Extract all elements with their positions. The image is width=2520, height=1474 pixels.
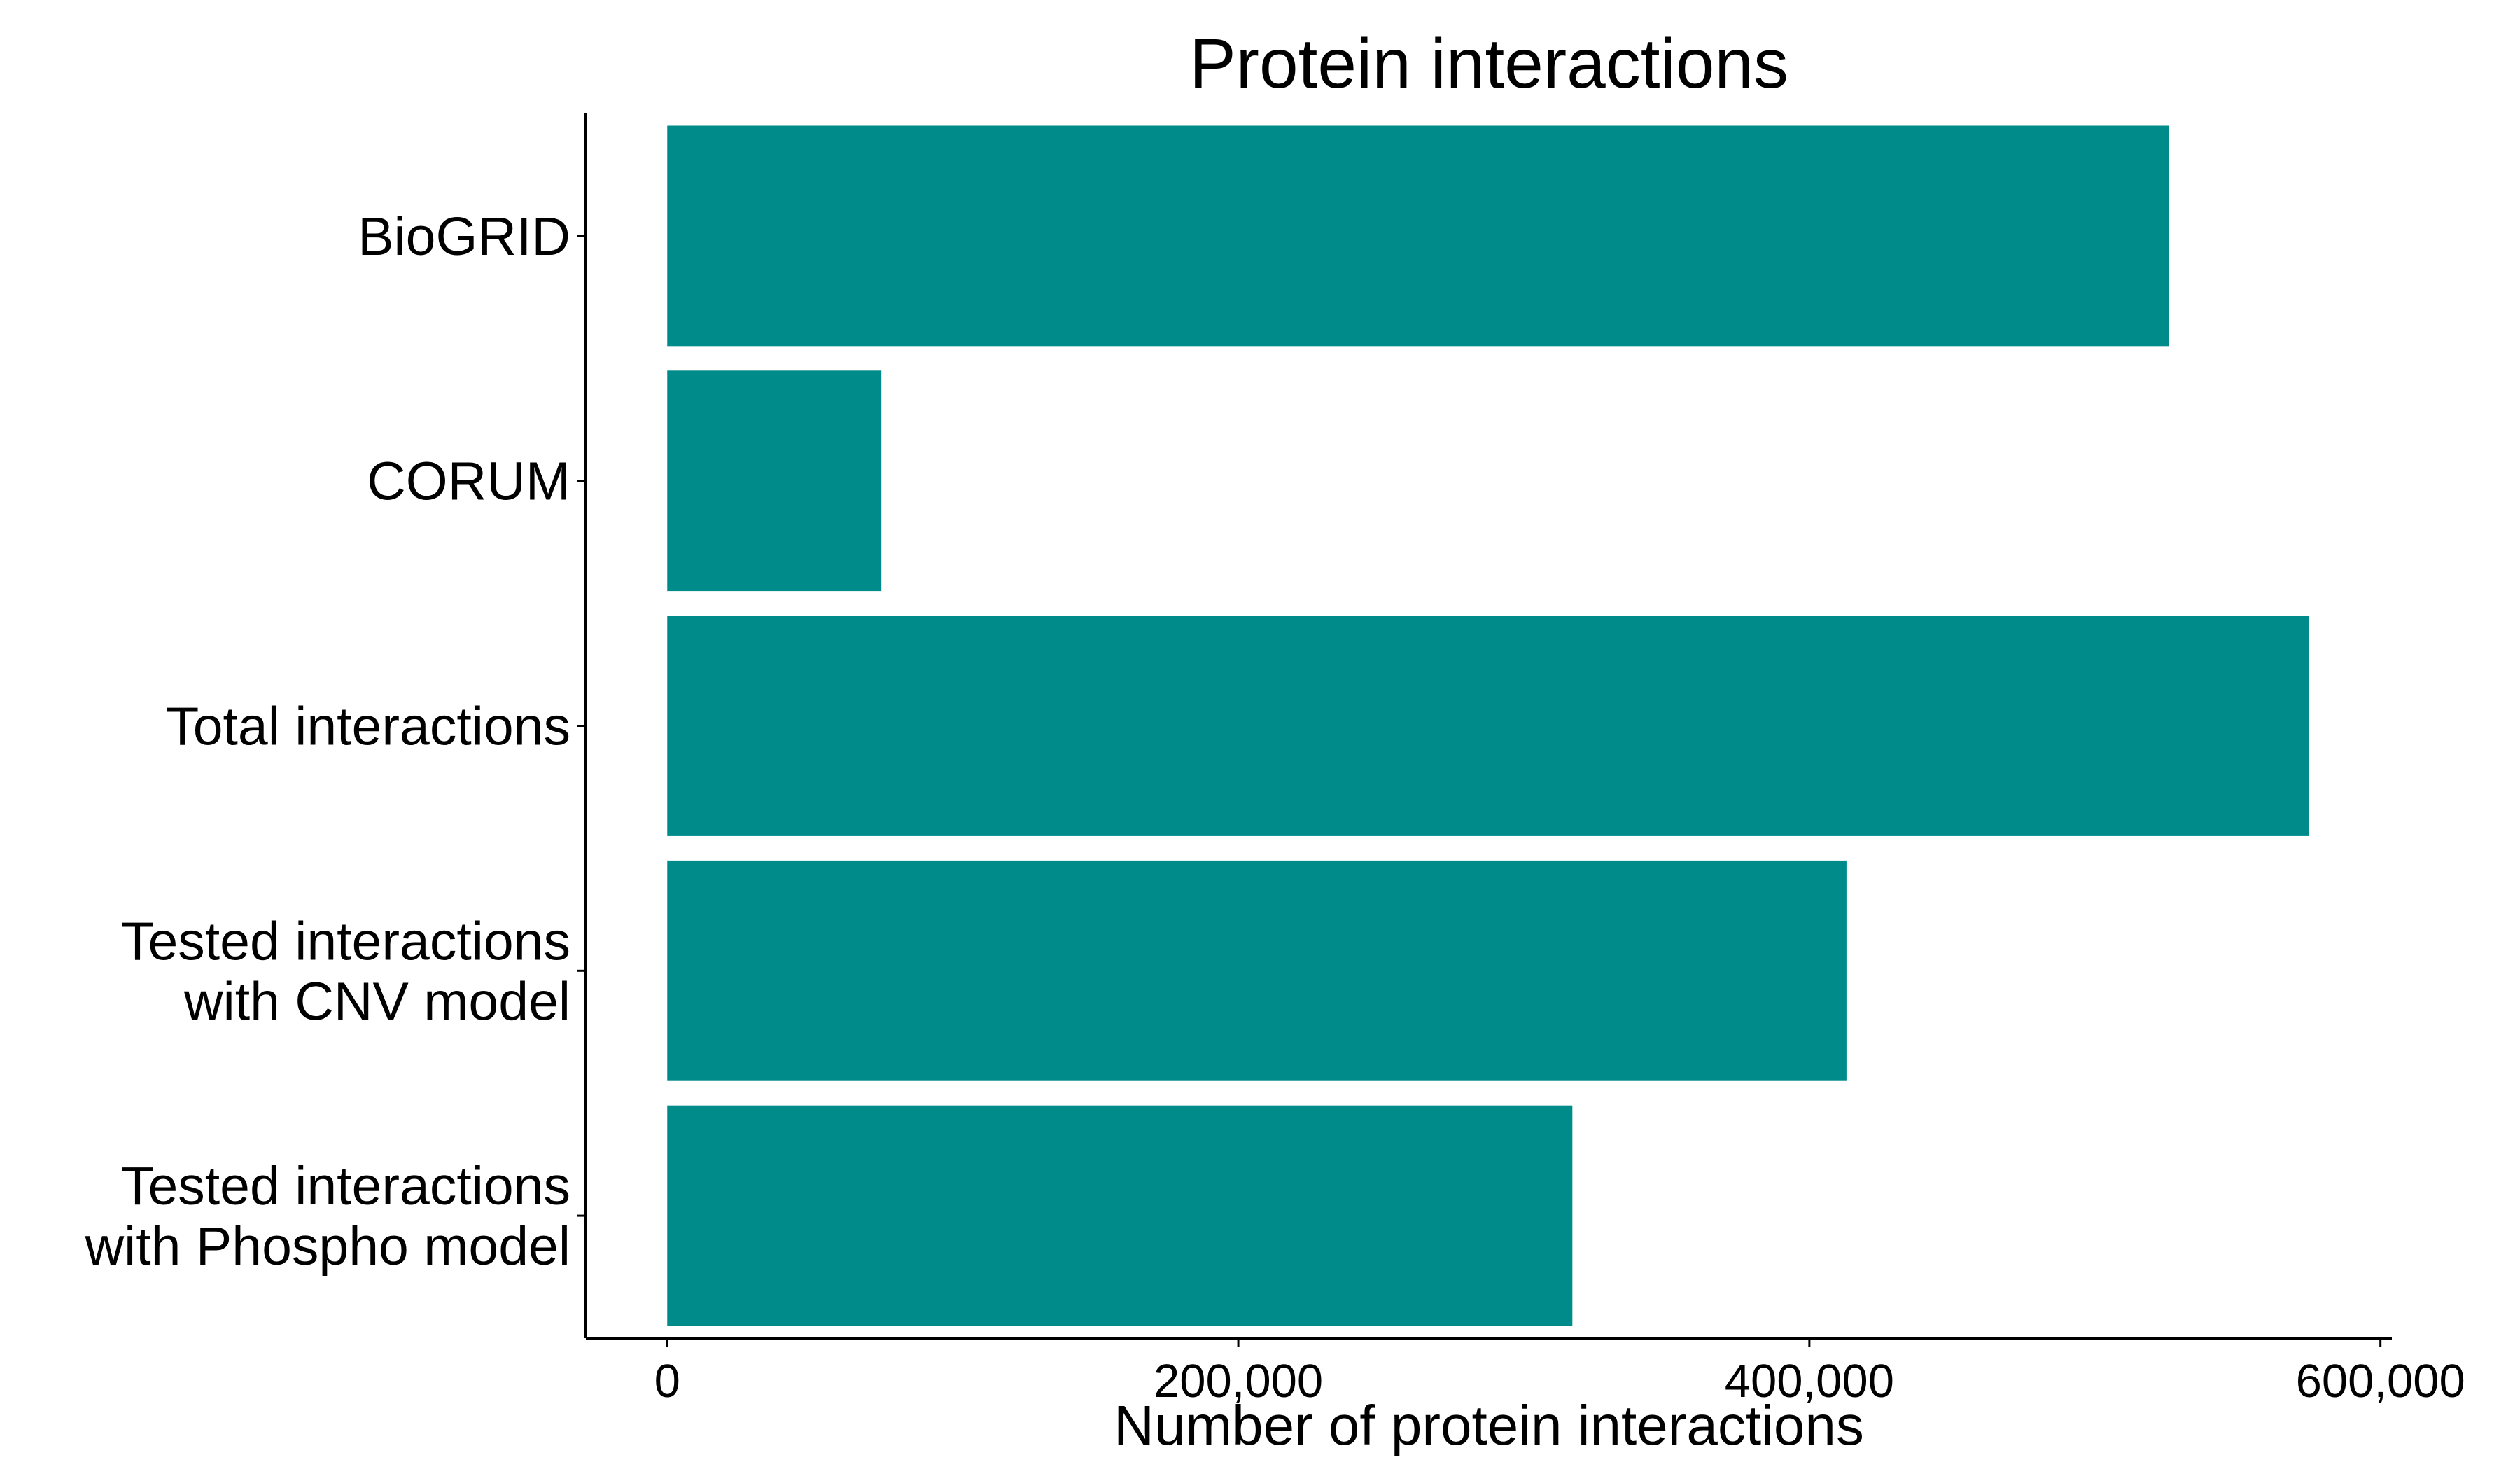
y-tick-label: CORUM [367,452,570,512]
y-axis-ticks: BioGRID CORUM Total interactions Tested int… [85,207,586,1277]
x-tick-label: 0 [654,1355,680,1407]
bar-3 [667,860,1847,1081]
x-tick-label: 200,000 [1154,1355,1323,1407]
bars-group [667,125,2309,1326]
x-axis-ticks: 0 200,000 400,000 600,000 [654,1338,2465,1407]
y-tick-label: Total interactions [166,697,570,757]
x-axis-label: Number of protein interactions [1114,1394,1864,1456]
y-tick-label: Tested interactions with Phospho model [85,1156,570,1277]
x-tick-label: 600,000 [2296,1355,2465,1407]
x-tick-label: 400,000 [1725,1355,1894,1407]
y-tick-label: BioGRID [358,207,570,267]
y-tick-label: Tested interactions with CNV model [121,911,570,1031]
bar-0 [667,125,2169,347]
bar-1 [667,370,882,592]
bar-4 [667,1105,1573,1326]
chart-title: Protein interactions [1189,25,1788,103]
bar-2 [667,616,2309,836]
